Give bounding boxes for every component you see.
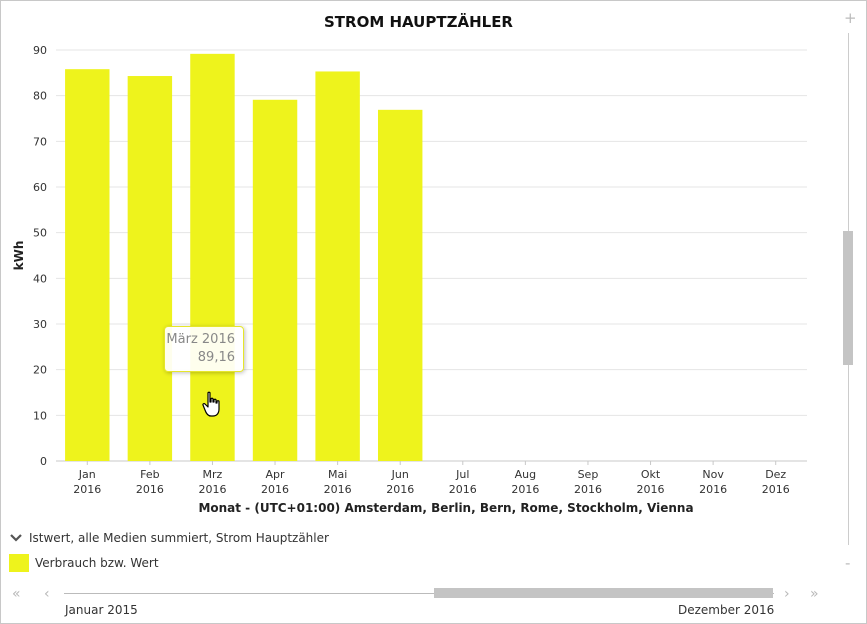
- bar: [190, 53, 235, 461]
- chart-title: STROM HAUPTZÄHLER: [324, 13, 513, 31]
- y-tick-label: 50: [33, 227, 47, 240]
- y-tick-label: 20: [33, 364, 47, 377]
- bar: [127, 76, 173, 461]
- x-tick-label-year: 2016: [699, 483, 727, 496]
- tooltip-category: März 2016: [166, 332, 235, 347]
- double-chevron-right-icon[interactable]: »: [810, 586, 819, 602]
- x-tick-label-month: Sep: [578, 468, 599, 481]
- x-tick-label-month: Aug: [515, 468, 536, 481]
- vertical-zoom-scroller: + -: [839, 1, 866, 581]
- legend-item-verbrauch[interactable]: Verbrauch bzw. Wert: [9, 554, 159, 572]
- x-tick-label-year: 2016: [198, 483, 226, 496]
- x-tick-label-month: Nov: [702, 468, 724, 481]
- navigator-end-label: Dezember 2016: [678, 603, 775, 617]
- x-tick-label-year: 2016: [136, 483, 164, 496]
- x-tick-label-year: 2016: [511, 483, 539, 496]
- legend-item-label: Verbrauch bzw. Wert: [35, 556, 159, 570]
- x-tick-label-year: 2016: [324, 483, 352, 496]
- chevron-left-icon[interactable]: ‹: [44, 586, 50, 602]
- x-tick-label-month: Dez: [765, 468, 786, 481]
- x-tick-label-year: 2016: [637, 483, 665, 496]
- x-tick-label-month: Jan: [78, 468, 96, 481]
- navigator-track[interactable]: [64, 593, 774, 594]
- chevron-down-icon: [10, 534, 22, 542]
- x-tick-label-year: 2016: [73, 483, 101, 496]
- legend-group-toggle[interactable]: Istwert, alle Medien summiert, Strom Hau…: [9, 531, 329, 545]
- x-tick-label-month: Feb: [140, 468, 159, 481]
- x-tick-label-month: Mrz: [203, 468, 223, 481]
- bar: [65, 69, 110, 462]
- y-tick-label: 10: [33, 409, 47, 422]
- bar: [315, 71, 360, 462]
- y-axis-title: kWh: [12, 241, 26, 271]
- y-tick-label: 90: [33, 44, 47, 57]
- y-tick-label: 60: [33, 181, 47, 194]
- y-tick-label: 30: [33, 318, 47, 331]
- double-chevron-left-icon[interactable]: «: [12, 586, 21, 602]
- x-tick-label-month: Apr: [266, 468, 286, 481]
- legend-swatch: [9, 554, 29, 572]
- x-tick-label-month: Mai: [328, 468, 347, 481]
- x-tick-label-month: Jul: [455, 468, 469, 481]
- x-tick-label-year: 2016: [261, 483, 289, 496]
- minus-icon[interactable]: -: [845, 554, 851, 572]
- y-tick-label: 0: [40, 455, 47, 468]
- x-axis-title: Monat - (UTC+01:00) Amsterdam, Berlin, B…: [198, 501, 694, 515]
- navigator-thumb[interactable]: [434, 588, 773, 598]
- navigator-start-label: Januar 2015: [65, 603, 138, 617]
- x-tick-label-year: 2016: [386, 483, 414, 496]
- x-tick-label-month: Okt: [641, 468, 661, 481]
- y-tick-label: 80: [33, 90, 47, 103]
- legend-group-label: Istwert, alle Medien summiert, Strom Hau…: [29, 531, 329, 545]
- y-tick-label: 70: [33, 135, 47, 148]
- range-navigator: « ‹ › » Januar 2015 Dezember 2016: [1, 581, 836, 621]
- chart-plot: kWh 0 10 20 30 40 50 60 70 80 90 Jan 2016 Feb 2016 Mrz 2…: [12, 44, 807, 496]
- x-tick-label-month: Jun: [391, 468, 409, 481]
- x-tick-label-year: 2016: [574, 483, 602, 496]
- chevron-right-icon[interactable]: ›: [784, 586, 790, 602]
- hand-pointer-icon: [202, 391, 220, 417]
- tooltip-value: 89,16: [197, 350, 235, 365]
- bar: [252, 99, 298, 461]
- bar: [377, 109, 423, 461]
- y-tick-label: 40: [33, 272, 47, 285]
- plus-icon[interactable]: +: [844, 9, 857, 27]
- x-tick-label-year: 2016: [762, 483, 790, 496]
- vertical-scroll-thumb[interactable]: [843, 231, 853, 365]
- x-tick-label-year: 2016: [449, 483, 477, 496]
- value-tooltip: März 2016 89,16: [164, 326, 244, 372]
